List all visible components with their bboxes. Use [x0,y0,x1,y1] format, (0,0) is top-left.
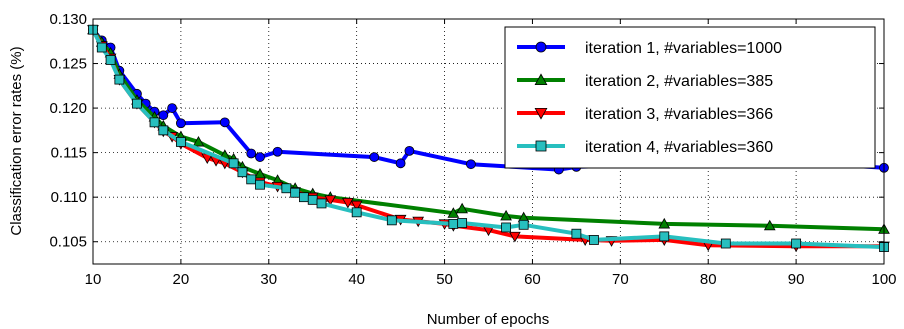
legend-label: iteration 1, #variables=1000 [585,40,782,57]
series-point [192,135,205,147]
series-point [272,146,283,157]
series-point [456,202,468,214]
legend-box [504,26,876,169]
series-point [158,125,169,136]
series-point [246,148,257,159]
legend-label: iteration 2, #variables=385 [585,73,773,90]
series-point [369,152,380,162]
legend: iteration 1, #variables=1000 iteration 2,… [504,26,876,169]
series-point [466,159,476,170]
y-tick-label: 0.130 [49,11,87,28]
legend-marker [535,41,547,53]
series-point [158,110,169,121]
x-tick-label: 40 [348,271,365,288]
series-point [281,183,292,194]
x-tick-label: 10 [85,271,102,288]
x-tick-label: 70 [612,271,629,288]
series-point [500,209,512,221]
series-point [658,217,671,229]
series-layer [87,23,890,253]
x-axis-label: Number of epochs [427,311,550,328]
series-point [448,219,459,229]
series-point [255,179,265,190]
series-point [96,42,107,53]
series-point [395,158,406,169]
y-tick-label: 0.120 [49,100,87,117]
x-tick-label: 80 [700,271,717,288]
series-point [386,215,397,226]
series-point [659,231,670,242]
series-point [324,195,337,206]
ticks: 10 20 30 40 50 60 70 80 90 100 0.105 0.110 0.115 0.12… [49,11,896,288]
series-point [149,117,160,128]
series-point [404,145,415,156]
legend-label: iteration 3, #variables=366 [585,106,773,123]
series-point [763,219,776,231]
x-tick-label: 100 [871,271,896,288]
legend-label: iteration 4, #variables=360 [585,139,773,156]
series-point [509,231,521,243]
x-tick-label: 20 [173,271,190,288]
y-tick-label: 0.115 [51,145,87,162]
series-point [255,152,265,162]
legend-entry: iteration 4, #variables=360 [517,139,773,156]
series-point [720,238,731,249]
legend-entry: iteration 1, #variables=1000 [517,40,782,57]
x-tick-label: 60 [524,271,541,288]
series-point [132,98,142,109]
y-tick-label: 0.105 [49,234,87,251]
series-point [246,174,257,185]
x-tick-label: 90 [788,271,805,288]
series-point [447,207,460,218]
legend-entry: iteration 2, #variables=385 [517,73,773,90]
y-tick-label: 0.110 [51,189,87,206]
series-point [518,219,529,230]
series-point [290,187,301,198]
series-point [457,218,468,228]
series-point [175,137,186,147]
series-point [219,117,230,128]
series-point [791,238,802,249]
series-point [589,235,599,245]
series-point [105,55,116,65]
series-point [175,118,186,129]
series-point [167,103,178,113]
series-point [501,222,511,233]
legend-marker [534,73,548,85]
legend-entry: iteration 3, #variables=366 [517,106,773,123]
x-tick-label: 50 [436,271,453,288]
plot-frame [92,18,885,265]
series-4 [88,24,889,252]
y-axis-label: Classification error rates (%) [8,46,25,235]
series-point [350,200,363,212]
series-point [316,198,327,209]
series-point [299,192,309,203]
series-point [114,74,125,85]
legend-marker [534,108,548,120]
series-point [307,194,318,205]
x-tick-label: 30 [260,271,277,288]
series-point [228,158,239,169]
series-point [342,197,354,209]
legend-marker [535,140,547,152]
series-point [351,207,362,218]
series-point [237,167,248,178]
y-tick-label: 0.125 [49,56,87,73]
series-point [571,228,582,239]
